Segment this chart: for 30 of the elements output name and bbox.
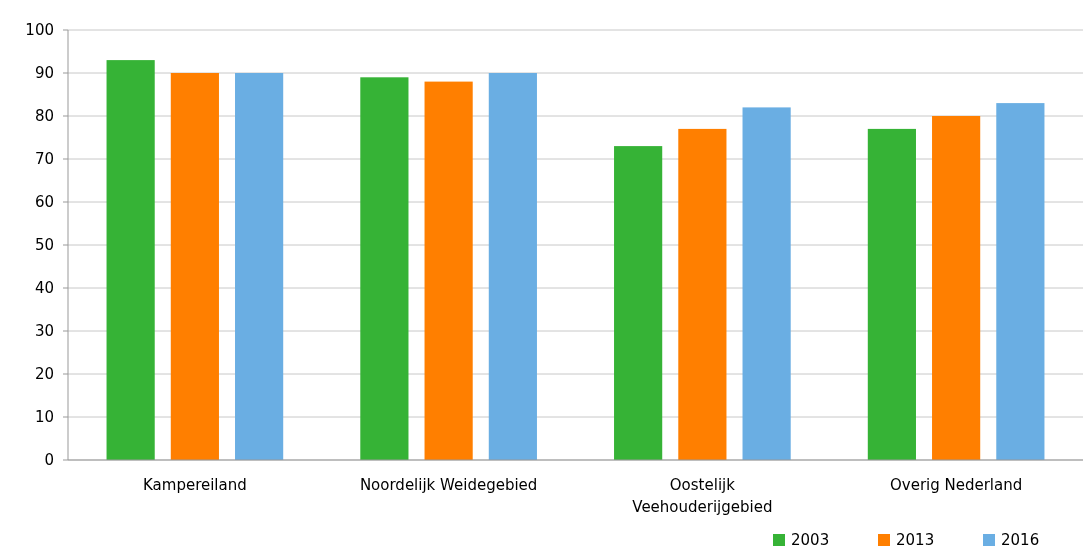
legend-label: 2013 <box>896 531 935 550</box>
bar <box>488 73 537 460</box>
legend-label: 2016 <box>1001 531 1040 550</box>
y-tick-label: 80 <box>34 107 54 126</box>
y-tick-label: 20 <box>34 365 54 384</box>
bar <box>360 77 409 460</box>
bar <box>424 81 473 460</box>
y-tick-label: 10 <box>34 408 54 427</box>
y-tick-label: 30 <box>34 322 54 341</box>
x-tick-label: Kampereiland <box>143 476 247 494</box>
bar <box>614 146 663 460</box>
bar <box>932 116 981 460</box>
bar <box>678 128 727 460</box>
bar <box>867 128 916 460</box>
bar <box>170 73 219 460</box>
y-tick-label: 0 <box>44 451 54 470</box>
bar <box>996 103 1045 460</box>
x-tick-label: Oostelijk Veehouderijgebied <box>632 476 773 516</box>
y-tick-label: 90 <box>34 64 54 83</box>
bar <box>742 107 791 460</box>
x-tick-label: Noordelijk Weidegebied <box>359 476 538 494</box>
y-tick-label: 60 <box>34 193 54 212</box>
x-tick-label: Overig Nederland <box>889 476 1023 494</box>
bar <box>106 60 155 460</box>
y-tick-label: 50 <box>34 236 54 255</box>
y-tick-label: 70 <box>34 150 54 169</box>
legend-label: 2003 <box>791 531 830 550</box>
y-tick-label: 40 <box>34 279 54 298</box>
bar <box>235 73 284 460</box>
y-tick-label: 100 <box>25 21 54 40</box>
